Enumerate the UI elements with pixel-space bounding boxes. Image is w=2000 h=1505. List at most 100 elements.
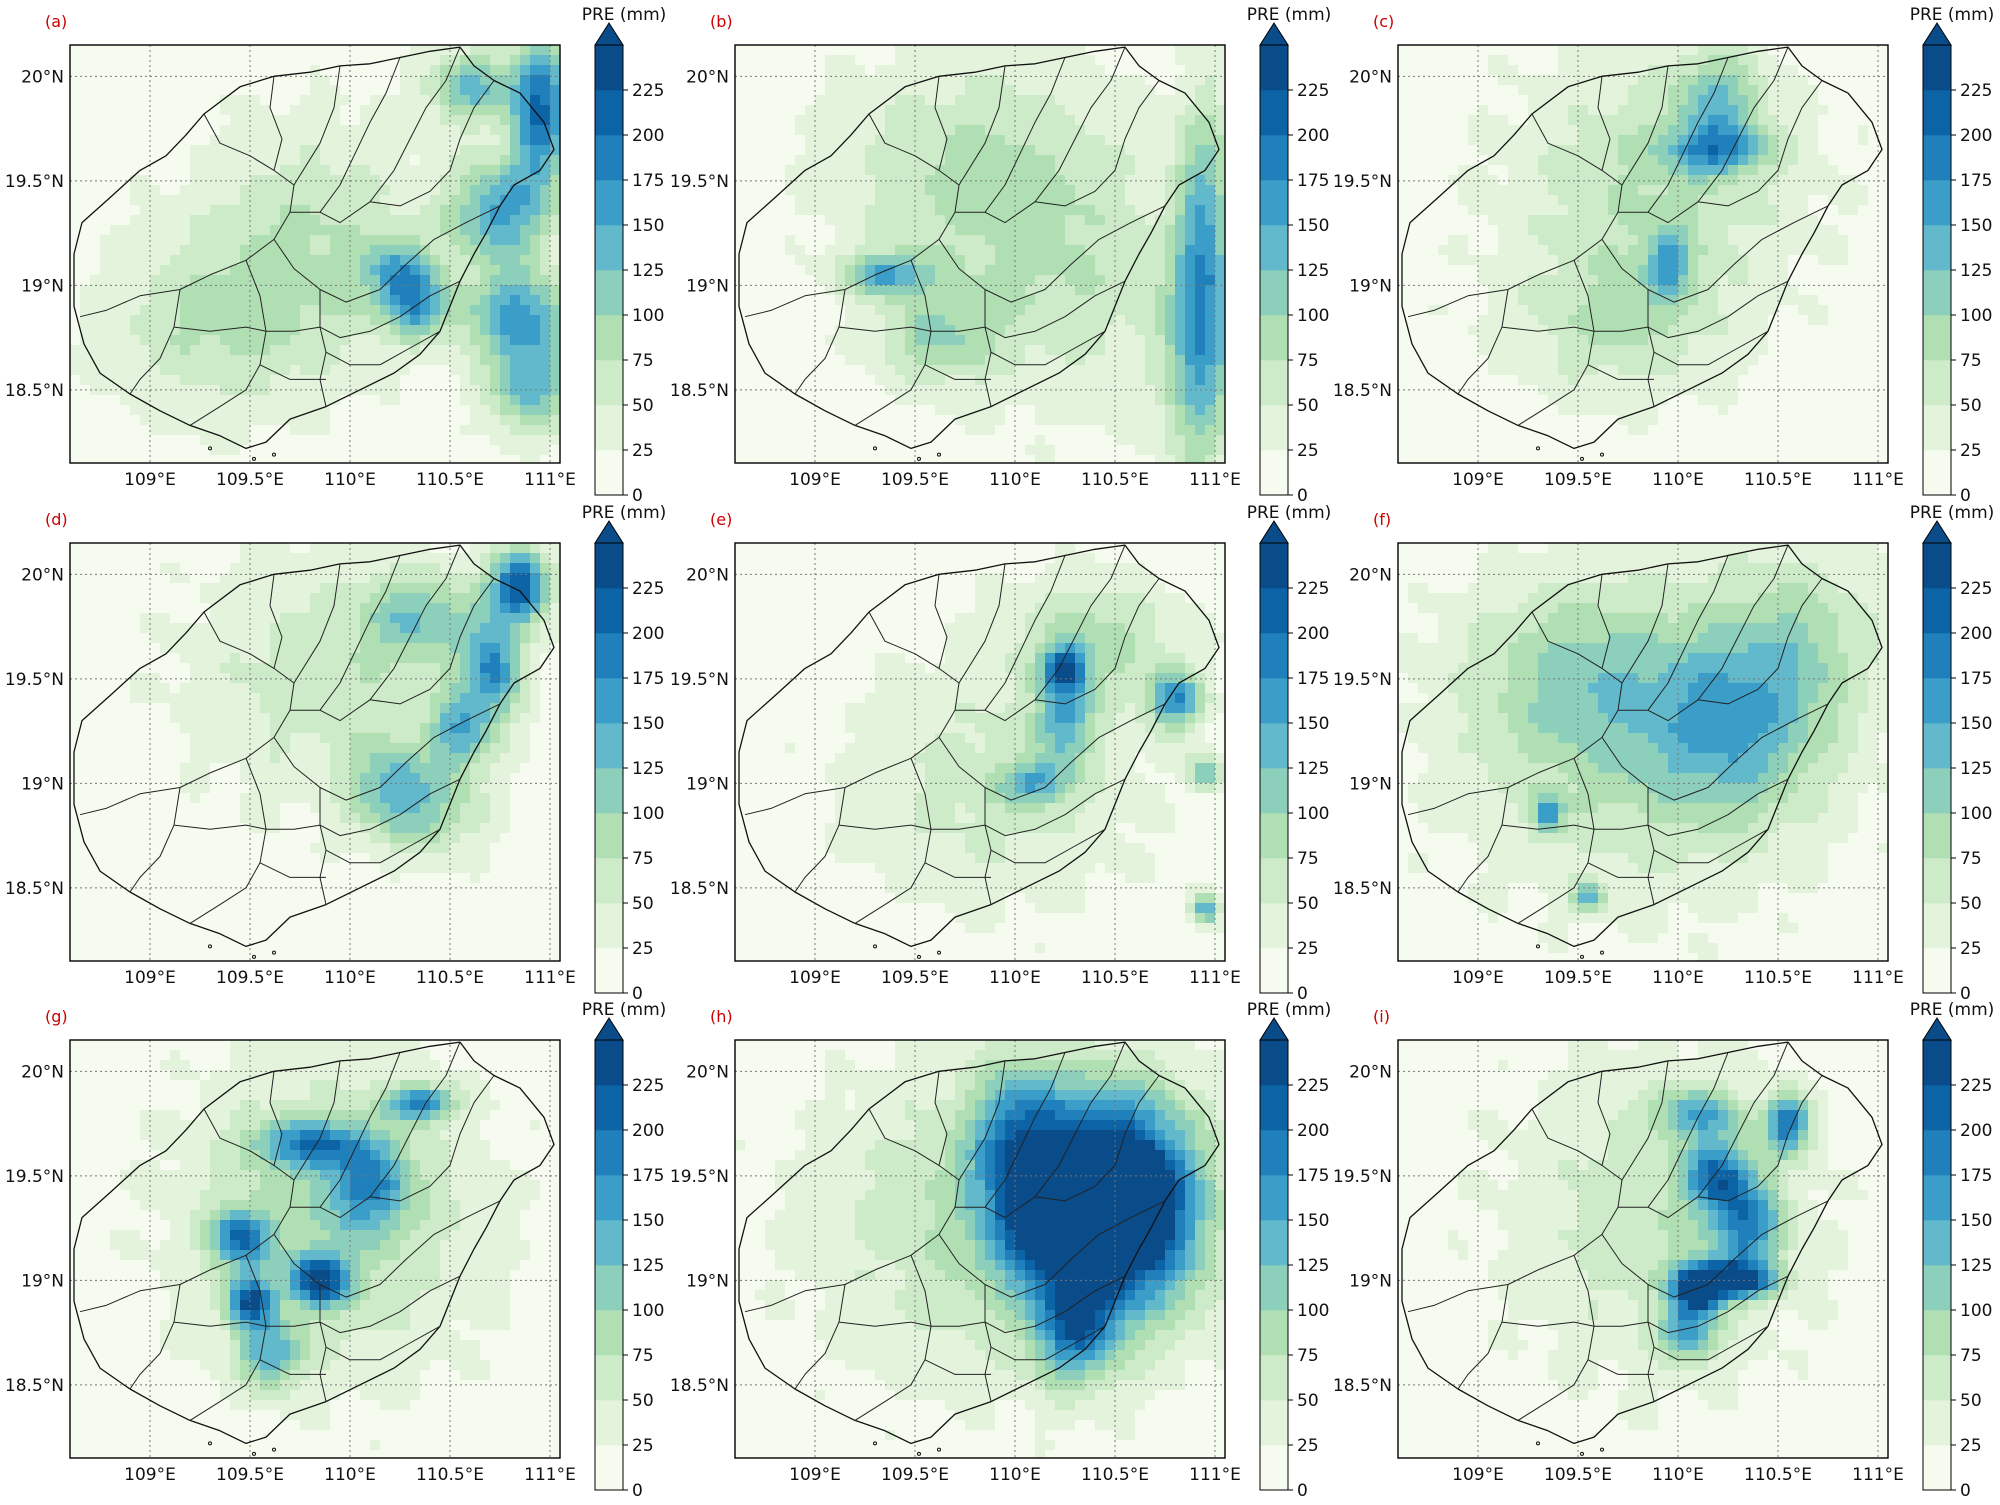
x-tick-label: 111°E [524,968,576,988]
colorbar-tick-label: 0 [632,1481,643,1501]
colorbar-segment [1923,948,1951,993]
colorbar-tick-label: 75 [1297,351,1319,371]
colorbar-segment [595,45,623,90]
colorbar-segment [1923,678,1951,723]
colorbar-tick-label: 225 [1960,579,1992,599]
colorbar-segment [1260,1310,1288,1355]
x-tick-label: 109°E [789,470,841,490]
colorbar-segment [595,723,623,768]
colorbar-tick-label: 100 [1297,804,1329,824]
colorbar-segment [1260,360,1288,405]
colorbar-segment [595,1085,623,1130]
colorbar-title: PRE (mm) [1247,1000,1332,1020]
x-tick-label: 110°E [989,1465,1041,1485]
x-tick-label: 111°E [1189,968,1241,988]
colorbar-segment [595,1310,623,1355]
colorbar-segment [595,135,623,180]
colorbar-segment [1260,135,1288,180]
y-tick-label: 19°N [1349,276,1392,296]
x-tick-label: 111°E [1852,1465,1904,1485]
colorbar-tick-label: 150 [632,1211,664,1231]
panel-label: (i) [1373,1007,1390,1026]
colorbar-title: PRE (mm) [582,503,667,523]
colorbar-tick-label: 100 [632,804,664,824]
colorbar-tick-label: 225 [1297,579,1329,599]
colorbar-extend-arrow [1260,23,1288,45]
colorbar-tick-label: 100 [1297,306,1329,326]
colorbar-segment [1260,315,1288,360]
colorbar-tick-label: 125 [632,1256,664,1276]
x-tick-label: 109.5°E [216,470,284,490]
colorbar-tick-label: 75 [632,849,654,869]
colorbar-title: PRE (mm) [1247,503,1332,523]
y-tick-label: 18.5°N [670,381,729,401]
colorbar-segment [1923,1040,1951,1085]
x-tick-label: 109°E [1452,470,1504,490]
colorbar-tick-label: 175 [632,669,664,689]
x-tick-label: 109.5°E [1544,1465,1612,1485]
y-tick-label: 19.5°N [5,1167,64,1187]
colorbar-segment [595,450,623,495]
colorbar-title: PRE (mm) [582,1000,667,1020]
colorbar-tick-label: 25 [632,1436,654,1456]
colorbar-tick-label: 75 [632,1346,654,1366]
colorbar-tick-label: 50 [632,396,654,416]
colorbar-segment [595,405,623,450]
colorbar-segment [1923,1355,1951,1400]
colorbar-tick-label: 150 [1297,1211,1329,1231]
colorbar-segment [1923,1085,1951,1130]
y-tick-label: 19.5°N [670,1167,729,1187]
y-tick-label: 18.5°N [5,381,64,401]
colorbar-segment [1923,135,1951,180]
colorbar-tick-label: 175 [632,1166,664,1186]
precip-field [1398,543,1889,964]
colorbar-segment [595,768,623,813]
y-tick-label: 20°N [1349,1062,1392,1082]
colorbar-extend-arrow [1923,521,1951,543]
x-tick-label: 109°E [124,1465,176,1485]
colorbar-tick-label: 75 [1960,849,1982,869]
colorbar-tick-label: 225 [1960,1076,1992,1096]
colorbar-segment [1923,1310,1951,1355]
precip-field [70,45,561,466]
y-tick-label: 19°N [21,276,64,296]
colorbar-tick-label: 200 [1960,1121,1992,1141]
y-tick-label: 19°N [21,774,64,794]
colorbar-tick-label: 100 [632,1301,664,1321]
colorbar-extend-arrow [1923,1018,1951,1040]
y-tick-label: 19.5°N [5,172,64,192]
colorbar-title: PRE (mm) [582,5,667,25]
colorbar-tick-label: 25 [632,441,654,461]
colorbar-tick-label: 150 [632,216,664,236]
x-tick-label: 109°E [1452,1465,1504,1485]
colorbar-tick-label: 0 [1297,1481,1308,1501]
colorbar-tick-label: 175 [1297,171,1329,191]
x-tick-label: 110°E [1652,470,1704,490]
y-tick-label: 18.5°N [1333,381,1392,401]
colorbar-segment [595,543,623,588]
colorbar-segment [1923,1175,1951,1220]
panel-label: (d) [45,510,68,529]
colorbar-tick-label: 50 [1297,396,1319,416]
panel-label: (e) [710,510,732,529]
colorbar-segment [595,1400,623,1445]
panel-label: (a) [45,12,67,31]
x-tick-label: 110.5°E [416,1465,484,1485]
colorbar-segment [1260,543,1288,588]
colorbar-segment [595,90,623,135]
y-tick-label: 19.5°N [1333,670,1392,690]
colorbar-tick-label: 150 [1960,1211,1992,1231]
colorbar-tick-label: 225 [1297,1076,1329,1096]
y-tick-label: 18.5°N [5,879,64,899]
colorbar-extend-arrow [1260,521,1288,543]
precip-field [735,1040,1226,1461]
colorbar-title: PRE (mm) [1910,503,1995,523]
x-tick-label: 110.5°E [416,968,484,988]
colorbar-tick-label: 200 [1960,624,1992,644]
